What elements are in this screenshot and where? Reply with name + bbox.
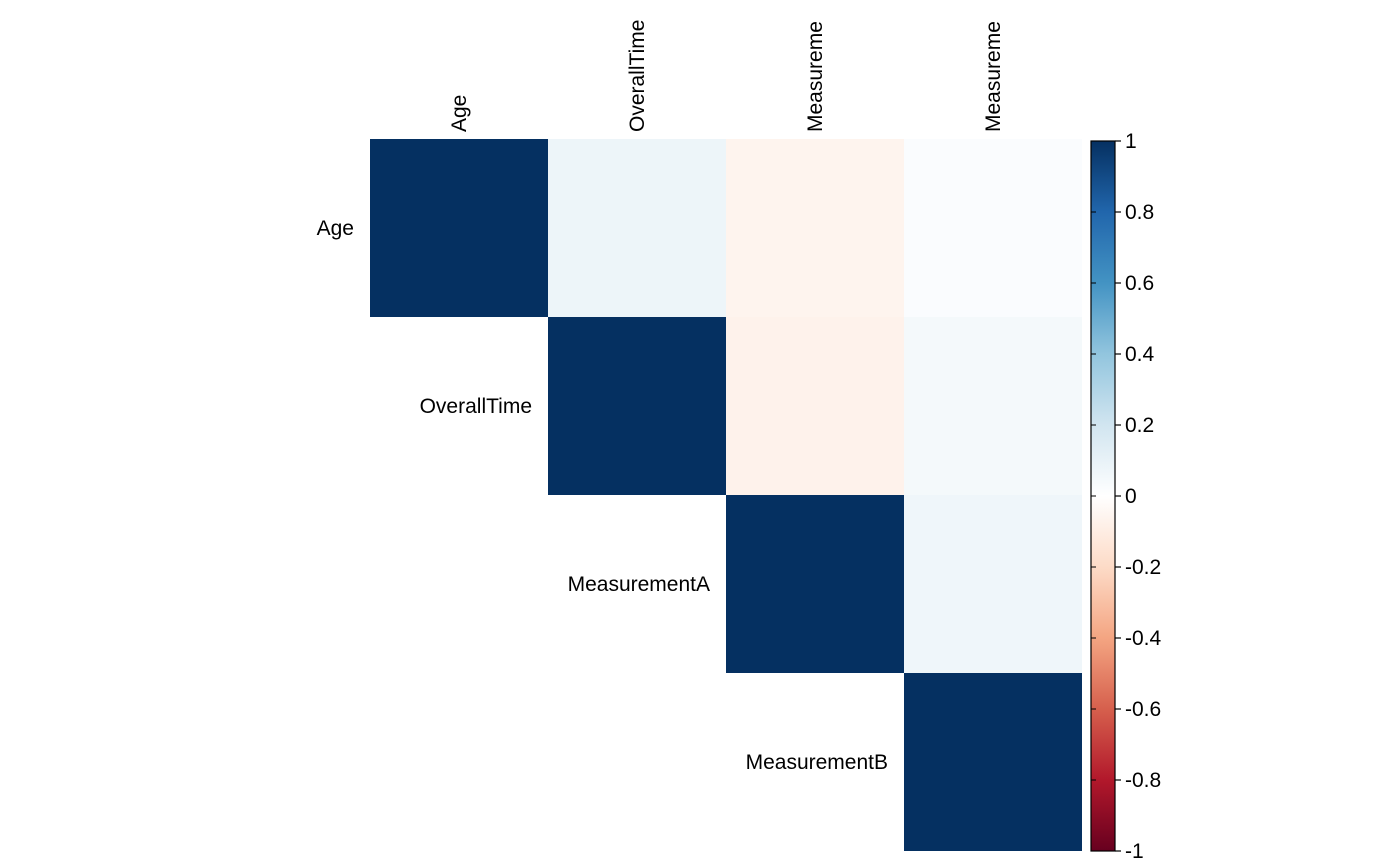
- colorbar-tick-label: 0.2: [1125, 414, 1154, 437]
- colorbar-tick-label: -0.6: [1125, 698, 1161, 721]
- heatmap-cell-1-2: [726, 317, 904, 495]
- column-label: OverallTime: [626, 20, 649, 132]
- column-label: Measureme: [982, 21, 1005, 132]
- heatmap-cell-0-1: [548, 139, 726, 317]
- colorbar-tick-label: 0: [1125, 485, 1137, 508]
- row-label: Age: [317, 217, 354, 240]
- heatmap-cell-0-2: [726, 139, 904, 317]
- colorbar-tick-label: -0.4: [1125, 627, 1162, 650]
- colorbar-tick-label: 0.6: [1125, 272, 1154, 295]
- colorbar-tick-label: 0.8: [1125, 201, 1154, 224]
- column-label: Age: [448, 95, 471, 132]
- heatmap-cell-2-3: [904, 495, 1082, 673]
- heatmap-cell-0-0: [370, 139, 548, 317]
- colorbar-tick-label: -0.2: [1125, 556, 1161, 579]
- column-labels: Age OverallTime Measureme Measureme: [448, 20, 1005, 132]
- row-labels: Age OverallTime MeasurementA MeasurementB: [317, 217, 888, 774]
- colorbar-tick-label: -1: [1125, 840, 1144, 863]
- colorbar: 1 0.8 0.6 0.4 0.2 0 -0.2 -0.4 -0.6 -0.8 -1: [1090, 130, 1162, 863]
- heatmap-cell-3-3: [904, 673, 1082, 851]
- row-label: OverallTime: [420, 395, 532, 418]
- heatmap-cells: [370, 139, 1082, 851]
- column-label: Measureme: [804, 21, 827, 132]
- row-label: MeasurementB: [746, 751, 888, 774]
- colorbar-tick-label: -0.8: [1125, 769, 1161, 792]
- colorbar-tick-label: 0.4: [1125, 343, 1155, 366]
- row-label: MeasurementA: [568, 573, 710, 596]
- heatmap-cell-1-3: [904, 317, 1082, 495]
- heatmap-cell-1-1: [548, 317, 726, 495]
- heatmap-cell-2-2: [726, 495, 904, 673]
- colorbar-tick-label: 1: [1125, 130, 1137, 153]
- heatmap-cell-0-3: [904, 139, 1082, 317]
